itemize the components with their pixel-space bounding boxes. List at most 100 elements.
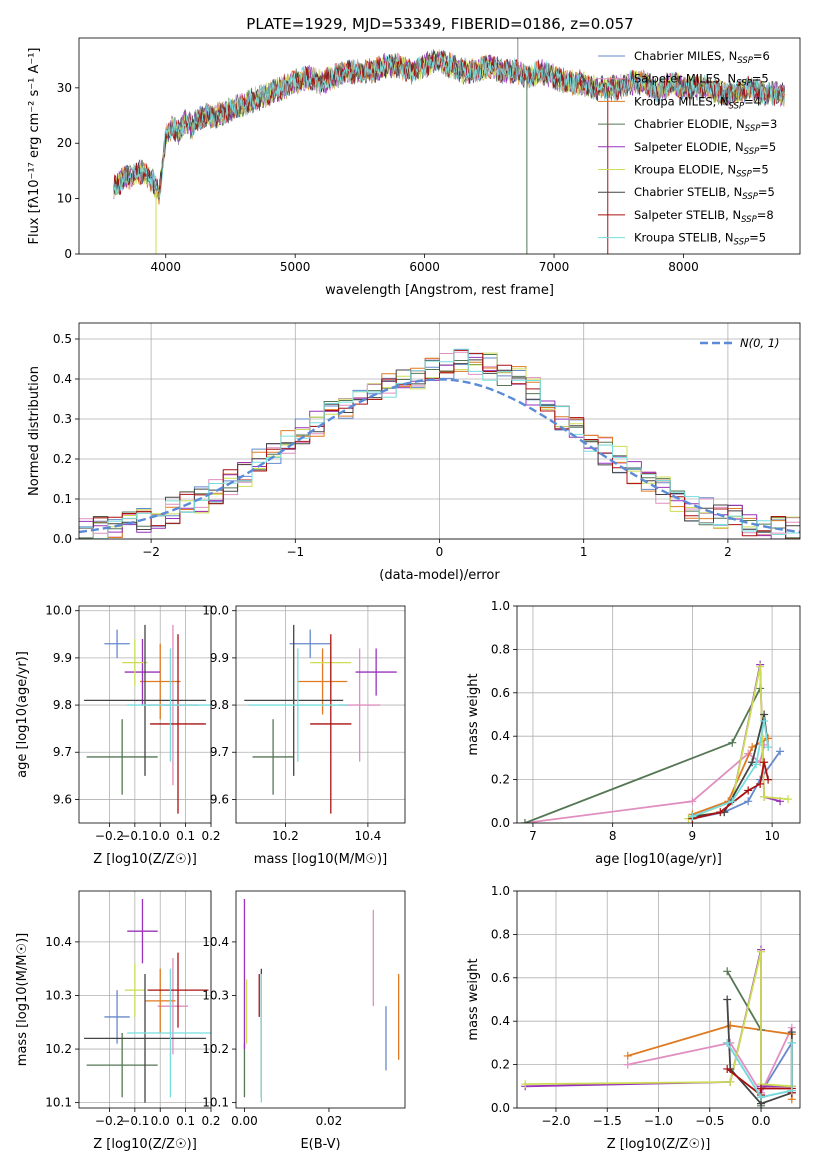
x-axis-label: (data-model)/error — [379, 568, 500, 583]
weight-marker — [688, 797, 697, 806]
x-tick-label: 1 — [580, 545, 588, 559]
x-axis-label: wavelength [Angstrom, rest frame] — [325, 283, 554, 298]
spectrum-line — [113, 52, 785, 198]
y-tick-label: 10.0 — [202, 604, 229, 618]
y-tick-label: 10.2 — [45, 1042, 72, 1056]
legend-entry: Salpeter ELODIE, NSSP=5 — [634, 140, 776, 157]
weight-marker — [757, 1093, 766, 1102]
x-tick-label: −1 — [286, 545, 304, 559]
y-tick-label: 10 — [57, 192, 72, 206]
weight-marker — [744, 797, 753, 806]
y-tick-label: 10.0 — [45, 604, 72, 618]
weight-marker — [752, 760, 761, 769]
axes-mass-weight-vs-age — [513, 605, 800, 827]
y-tick-label: 10.3 — [45, 988, 72, 1002]
axes-spectrum — [75, 38, 785, 258]
y-axis-label: mass weight — [466, 958, 481, 1040]
plot-area-mass-vs-EBV — [243, 899, 400, 1103]
weight-marker — [787, 1028, 796, 1037]
weight-marker — [623, 1051, 632, 1060]
frame-mass-weight-vs-Z — [516, 890, 801, 1109]
x-tick-label: −0.2 — [95, 829, 124, 843]
weight-marker — [728, 738, 737, 747]
x-tick-label: 10.4 — [355, 829, 382, 843]
y-tick-label: 9.9 — [53, 651, 72, 665]
legend-entry: Salpeter MILES, NSSP=5 — [634, 72, 769, 89]
x-tick-label: 0.1 — [176, 1114, 195, 1128]
axes-residuals — [75, 323, 800, 543]
histogram-step — [79, 359, 800, 539]
y-axis-label: Flux [fλ10⁻¹⁷ erg cm⁻² s⁻¹ A⁻¹] — [27, 48, 42, 245]
y-tick-label: 0.2 — [53, 452, 72, 466]
weight-marker — [787, 1086, 796, 1095]
weight-line — [688, 665, 789, 820]
weight-marker — [776, 747, 785, 756]
x-axis-label: Z [log10(Z/Z☉)] — [93, 1137, 197, 1152]
plot-area-spectrum — [113, 38, 785, 254]
frame-age-vs-mass — [235, 605, 406, 824]
y-tick-label: 0.0 — [491, 1101, 510, 1115]
x-tick-label: 0.0 — [751, 1114, 770, 1128]
normal-curve — [79, 378, 800, 534]
legend-entry: Chabrier ELODIE, NSSP=3 — [634, 117, 777, 134]
y-tick-label: 0 — [64, 247, 72, 261]
figure-title: PLATE=1929, MJD=53349, FIBERID=0186, z=0… — [246, 15, 633, 33]
x-tick-label: 0.0 — [151, 1114, 170, 1128]
x-axis-label: Z [log10(Z/Z☉)] — [607, 1137, 711, 1152]
y-tick-label: 10.4 — [202, 935, 229, 949]
x-tick-label: 0.00 — [231, 1114, 258, 1128]
weight-marker — [757, 947, 766, 956]
frame-mass-vs-EBV — [235, 890, 406, 1109]
x-axis-label: mass [log10(M/M☉)] — [254, 852, 387, 867]
x-tick-label: −2 — [142, 545, 160, 559]
weight-marker — [764, 775, 773, 784]
weight-marker — [728, 797, 737, 806]
y-tick-label: 9.7 — [210, 745, 229, 759]
weight-marker — [723, 1064, 732, 1073]
y-axis-label: age [log10(age/yr)] — [15, 651, 30, 778]
histogram-step — [79, 348, 800, 539]
x-tick-label: 9 — [689, 829, 697, 843]
y-tick-label: 9.6 — [210, 792, 229, 806]
y-tick-label: 10.4 — [45, 935, 72, 949]
y-tick-label: 20 — [57, 136, 72, 150]
weight-marker — [784, 795, 793, 804]
x-tick-label: 8000 — [668, 260, 699, 274]
frame-spectrum — [78, 37, 801, 255]
legend-entry: Chabrier STELIB, NSSP=5 — [634, 185, 775, 202]
x-axis-label: E(B-V) — [300, 1137, 340, 1152]
weight-marker — [757, 1084, 766, 1093]
x-axis-label: age [log10(age/yr)] — [595, 852, 722, 867]
x-tick-label: −1.5 — [593, 1114, 622, 1128]
legend-entry: Kroupa STELIB, NSSP=5 — [634, 231, 766, 248]
legend-entry: Salpeter STELIB, NSSP=8 — [634, 208, 774, 225]
weight-marker — [723, 967, 732, 976]
y-tick-label: 0.8 — [491, 642, 510, 656]
y-tick-label: 1.0 — [491, 884, 510, 898]
axes-age-vs-mass — [232, 606, 405, 827]
frame-age-vs-Z — [78, 605, 212, 824]
y-tick-label: 0.0 — [53, 532, 72, 546]
histogram-step — [79, 349, 800, 539]
y-tick-label: 0.8 — [491, 927, 510, 941]
y-tick-label: 0.3 — [53, 412, 72, 426]
weight-marker — [756, 779, 765, 788]
plot-area-mass-weight-vs-Z — [521, 945, 796, 1108]
y-axis-label: Normed distribution — [27, 366, 42, 496]
weight-marker — [520, 819, 529, 823]
y-tick-label: 9.7 — [53, 745, 72, 759]
y-tick-label: 0.1 — [53, 492, 72, 506]
legend-entry: Kroupa ELODIE, NSSP=5 — [634, 163, 769, 180]
x-tick-label: −1.0 — [644, 1114, 673, 1128]
x-tick-label: 0 — [436, 545, 444, 559]
y-axis-label: mass weight — [466, 673, 481, 755]
x-tick-label: −0.1 — [120, 829, 149, 843]
x-tick-label: 6000 — [409, 260, 440, 274]
x-tick-label: 8 — [609, 829, 617, 843]
x-tick-label: 5000 — [280, 260, 311, 274]
weight-line — [627, 1027, 793, 1094]
y-tick-label: 9.8 — [53, 698, 72, 712]
weight-marker — [748, 743, 757, 752]
y-tick-label: 9.8 — [210, 698, 229, 712]
